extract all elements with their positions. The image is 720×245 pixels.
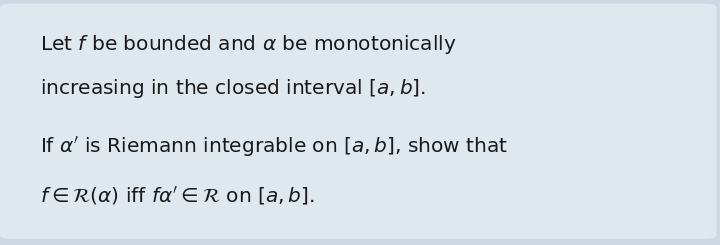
- FancyBboxPatch shape: [0, 4, 716, 239]
- Text: If $\alpha'$ is Riemann integrable on $[a, b]$, show that: If $\alpha'$ is Riemann integrable on $[…: [40, 135, 508, 159]
- Text: $f \in \mathcal{R}(\alpha)$ iff $f\alpha' \in \mathcal{R}$ on $[a, b]$.: $f \in \mathcal{R}(\alpha)$ iff $f\alpha…: [40, 185, 314, 207]
- Text: increasing in the closed interval $[a, b]$.: increasing in the closed interval $[a, b…: [40, 77, 426, 100]
- Text: Let $f$ be bounded and $\alpha$ be monotonically: Let $f$ be bounded and $\alpha$ be monot…: [40, 33, 456, 56]
